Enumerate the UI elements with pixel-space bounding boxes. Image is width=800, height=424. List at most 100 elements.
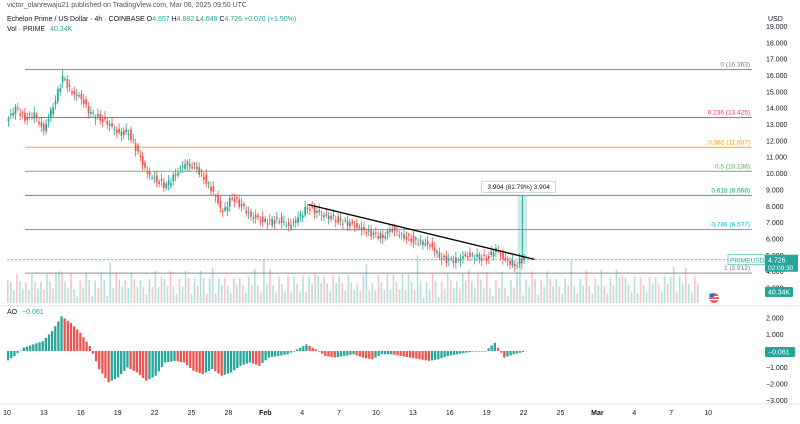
volume-bar — [585, 270, 588, 303]
volume-bar — [356, 283, 359, 303]
candle-body — [417, 243, 420, 245]
change-value: +0.070 (+1.50%) — [244, 16, 297, 23]
candle-body — [344, 219, 347, 221]
ao-bar — [377, 351, 380, 356]
fib-level-label: 0.236 (13.425) — [708, 110, 750, 117]
candle-body — [45, 123, 47, 132]
volume-bar — [55, 273, 57, 303]
volume-bar — [443, 288, 446, 303]
candle-body — [410, 238, 413, 242]
volume-bar — [657, 284, 660, 303]
candle-body — [106, 120, 109, 125]
volume-bar — [100, 272, 103, 303]
volume-bar — [82, 288, 84, 303]
ao-bar — [113, 351, 117, 380]
volume-bar — [214, 293, 217, 303]
ao-tick: −2.000 — [766, 382, 788, 389]
price-tick: 13.000 — [766, 122, 788, 129]
volume-bar — [537, 295, 539, 303]
candle-body — [14, 106, 17, 115]
candle-body — [188, 163, 191, 167]
volume-bar — [434, 280, 437, 303]
volume-bar — [22, 289, 24, 303]
volume-bar — [202, 277, 205, 303]
volume-bar — [296, 284, 298, 303]
candle-body — [445, 255, 448, 264]
ao-bar — [292, 351, 296, 352]
volume-bar — [371, 283, 374, 303]
ao-bar — [135, 351, 139, 373]
volume-bar — [28, 289, 30, 303]
volume-bar — [461, 273, 464, 303]
candle-body — [363, 227, 365, 231]
candle-body — [278, 221, 281, 223]
volume-bar — [458, 288, 461, 303]
symbol-title[interactable]: Echelon Prime / US Dollar · 4h · COINBAS… — [7, 16, 145, 23]
candle-body — [146, 171, 149, 174]
ao-bar — [346, 351, 349, 356]
candle-body — [153, 176, 156, 178]
ao-bar — [44, 337, 47, 351]
ao-bar — [38, 342, 41, 351]
ao-bar — [54, 326, 57, 351]
ao-bar — [352, 351, 355, 355]
ohlc-value: 4.657 — [152, 16, 170, 23]
candle-body — [214, 195, 217, 198]
volume-bar — [350, 282, 353, 303]
volume-bar — [519, 261, 521, 303]
ao-bar — [192, 351, 195, 371]
ao-bar — [110, 351, 113, 381]
time-tick: 22 — [520, 410, 528, 417]
volume-bar — [437, 297, 440, 303]
candle-body — [250, 211, 252, 217]
ao-bar — [91, 351, 95, 354]
ohlc-key: H — [169, 16, 177, 23]
ao-bar — [456, 351, 459, 355]
volume-bar — [16, 274, 18, 303]
volume-bar — [139, 280, 142, 303]
ao-bar — [211, 351, 214, 370]
volume-bar — [287, 276, 289, 303]
candle-body — [212, 186, 215, 192]
volume-bar — [612, 285, 615, 303]
candle-body — [243, 203, 245, 207]
ao-bar — [509, 351, 512, 356]
volume-bar — [323, 276, 325, 303]
volume-bar — [88, 280, 90, 303]
ao-bar — [493, 342, 496, 351]
ao-bar — [261, 351, 264, 364]
ao-label[interactable]: AO — [7, 309, 18, 316]
candle-body — [480, 258, 483, 261]
volume-bar — [639, 277, 642, 303]
candle-body — [73, 90, 76, 95]
ohlc-key: C — [217, 16, 225, 23]
volume-bar — [651, 284, 654, 303]
ao-bar — [207, 351, 211, 371]
volume-bar — [693, 276, 696, 303]
volume-bar — [452, 288, 455, 303]
candle-body — [485, 257, 488, 262]
volume-bar — [687, 284, 690, 303]
candle-body — [379, 232, 382, 239]
time-tick: 16 — [77, 410, 85, 417]
candle-body — [513, 263, 516, 267]
ao-tick: 2.000 — [766, 316, 784, 323]
price-tick: 14.000 — [766, 106, 788, 113]
volume-bar — [49, 281, 51, 303]
volume-bar — [507, 295, 509, 303]
candle-body — [141, 156, 144, 166]
us-flag-icon — [709, 293, 719, 303]
volume-label[interactable]: Vol · PRIME — [7, 26, 46, 33]
candle-body — [236, 196, 238, 199]
volume-bar — [467, 269, 470, 303]
ao-bar — [462, 351, 465, 354]
candle-body — [297, 217, 299, 223]
ao-bar — [499, 351, 503, 353]
ao-bar — [333, 351, 336, 358]
candle-body — [342, 223, 344, 225]
volume-bar — [660, 292, 663, 303]
candle-body — [57, 88, 59, 102]
volume-bar — [13, 289, 15, 303]
volume-bar — [561, 294, 563, 303]
